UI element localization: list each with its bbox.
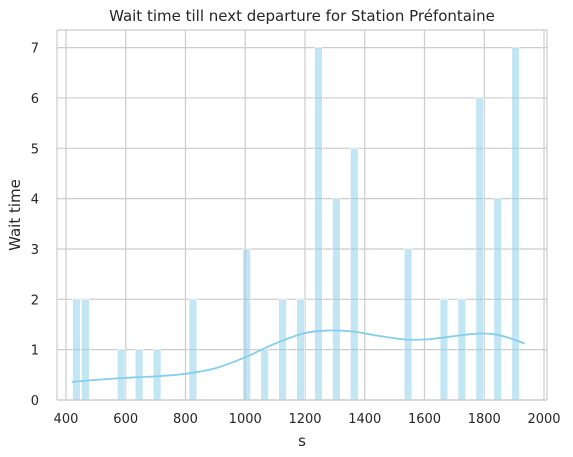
histogram-bar	[72, 299, 81, 401]
y-tick-label: 5	[31, 142, 39, 157]
histogram-bar	[332, 198, 341, 401]
histogram-bar	[134, 349, 144, 401]
x-tick-label: 400	[54, 412, 79, 427]
histogram-bar	[403, 248, 413, 401]
x-axis-label: s	[298, 432, 306, 450]
histogram-bar	[296, 299, 305, 401]
x-tick-label: 1200	[288, 412, 321, 427]
chart-title: Wait time till next departure for Statio…	[109, 7, 495, 25]
y-tick-label: 7	[31, 42, 39, 57]
x-gridlines	[65, 30, 545, 400]
y-axis-label: Wait time	[6, 179, 24, 251]
histogram-bar	[350, 147, 359, 401]
x-tick-label: 1400	[348, 412, 381, 427]
x-tick-label: 1600	[408, 412, 441, 427]
y-tick-label: 3	[31, 243, 39, 258]
x-tick-label: 1800	[468, 412, 501, 427]
histogram-bar	[511, 47, 520, 401]
histogram-bar	[188, 299, 198, 401]
histogram-bar	[493, 198, 502, 401]
x-tick-label: 2000	[527, 412, 560, 427]
histogram-bar	[475, 97, 484, 401]
histogram-bar	[152, 349, 162, 401]
histogram-bar	[457, 299, 467, 401]
x-tick-label: 600	[113, 412, 138, 427]
histogram-bar	[314, 47, 323, 401]
x-tick-labels: 400 600 800 1000 1200 1400 1600 1800 2000	[54, 412, 561, 427]
y-tick-labels: 0 1 2 3 4 5 6 7	[31, 42, 39, 409]
y-tick-label: 6	[31, 92, 39, 107]
histogram-bar	[260, 349, 269, 401]
histogram-bar	[242, 248, 251, 401]
histogram-bar	[117, 349, 126, 401]
y-tick-label: 2	[31, 293, 39, 308]
kde-curve	[71, 329, 525, 383]
x-tick-label: 1000	[229, 412, 262, 427]
bars-group	[72, 47, 520, 401]
y-tick-label: 1	[31, 344, 39, 359]
plot-frame	[56, 29, 548, 401]
y-tick-label: 0	[31, 394, 39, 409]
y-tick-label: 4	[31, 193, 39, 208]
histogram-bar	[81, 299, 90, 401]
histogram-bar	[278, 299, 287, 401]
histogram-bar	[439, 299, 449, 401]
x-tick-label: 800	[173, 412, 198, 427]
